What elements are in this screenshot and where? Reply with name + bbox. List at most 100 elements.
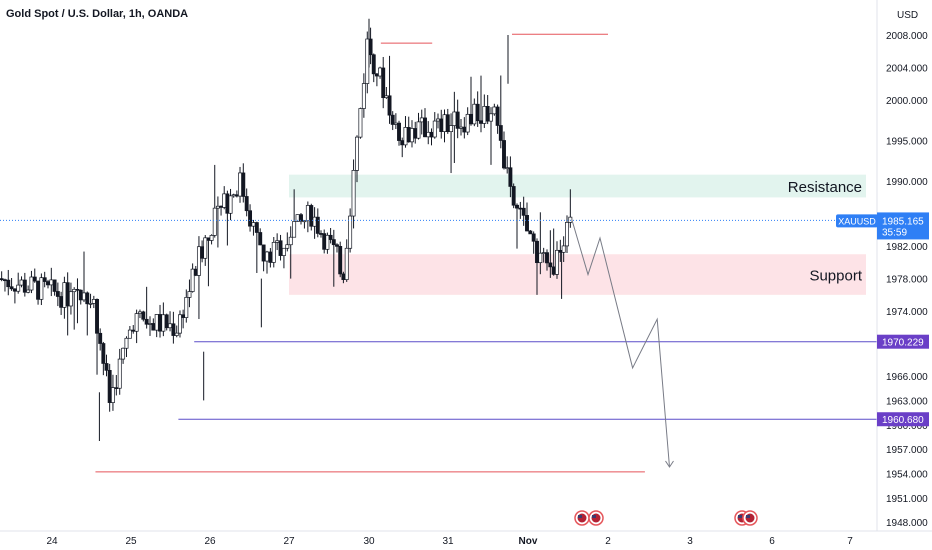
candle-body [52, 279, 57, 292]
candle-body [36, 280, 41, 300]
y-tick-label: 1954.000 [886, 469, 928, 480]
candle-body [222, 193, 227, 208]
candle-body [254, 222, 259, 233]
level-price-tag [877, 334, 929, 349]
candle-body [442, 114, 447, 132]
candle-body [498, 125, 503, 141]
candle-body [0, 278, 4, 281]
candle-body [65, 282, 70, 307]
candle-body [82, 292, 86, 301]
x-tick-label: 24 [46, 536, 58, 547]
candle-body [449, 125, 454, 133]
candle-body [265, 251, 269, 262]
candle-body [248, 210, 253, 227]
candle-body [288, 236, 293, 246]
candle-body [203, 237, 208, 259]
y-tick-label: 1974.000 [886, 307, 928, 318]
us-event-flag-icon[interactable] [574, 510, 590, 526]
x-ticks: 24 25 26 27 30 31 Nov 2 3 6 7 [46, 536, 853, 547]
candle-body [515, 204, 519, 209]
candle-body [124, 337, 129, 349]
candle-body [541, 252, 546, 254]
candle-body [361, 83, 366, 109]
candle-body [299, 214, 303, 222]
candle-body [181, 314, 186, 318]
chart-title: Gold Spot / U.S. Dollar, 1h, OANDA [6, 8, 188, 20]
y-tick-label: 1948.000 [886, 518, 928, 529]
last-price-value: 1985.165 [882, 216, 924, 227]
candle-body [390, 114, 395, 125]
candle-body [416, 121, 421, 139]
y-tick-label: 1960.000 [886, 421, 928, 432]
candle-body [12, 288, 17, 292]
candle-body [365, 38, 370, 84]
candle-body [209, 235, 214, 241]
time-axis[interactable]: 24 25 26 27 30 31 Nov 2 3 6 7 [0, 530, 932, 547]
candle-body [568, 216, 573, 223]
candle-body [525, 215, 529, 232]
candle-body [231, 194, 236, 197]
candle-body [200, 246, 205, 259]
x-tick-label: 6 [769, 536, 775, 547]
candle-body [479, 120, 483, 124]
candle-body [538, 252, 543, 264]
candle-body [561, 245, 566, 253]
candle-body [400, 140, 405, 146]
candle-body [49, 279, 54, 286]
levels-layer [95, 33, 877, 473]
candle-body [121, 347, 126, 360]
candle-body [445, 114, 450, 133]
projection-arrowhead-icon [665, 460, 674, 468]
x-tick-label: Nov [519, 536, 538, 547]
candle-body [381, 67, 386, 99]
candle-body [190, 268, 195, 292]
projection-path [571, 219, 670, 468]
y-tick-label: 2004.000 [886, 63, 928, 74]
candle-body [88, 303, 93, 305]
candle-body [46, 281, 50, 286]
x-tick-label: 7 [847, 536, 853, 547]
candle-body [351, 170, 356, 217]
candle-body [154, 314, 159, 331]
candle-body [134, 313, 139, 332]
candle-body [281, 247, 286, 256]
candle-body [482, 106, 487, 124]
us-event-flag-icon[interactable] [742, 510, 758, 526]
support-label: Support [809, 268, 862, 285]
candle-body [110, 387, 115, 403]
candle-body [278, 240, 283, 256]
candle-body [535, 240, 539, 264]
candle-body [29, 276, 34, 291]
candles-layer [0, 18, 573, 441]
candle-body [305, 205, 310, 222]
y-tick-label: 1982.000 [886, 242, 928, 253]
candle-body [355, 136, 359, 171]
candle-body [187, 291, 192, 298]
last-price-tag [877, 212, 929, 240]
level-price-value: 1960.680 [882, 415, 924, 426]
y-tick-label: 1995.000 [886, 137, 928, 148]
price-axis[interactable]: USD 2008.000 2004.000 2000.000 1995.000 1990… [876, 0, 932, 550]
candle-body [495, 106, 500, 126]
candle-body [161, 314, 166, 332]
candle-body [521, 207, 526, 216]
candle-body [322, 233, 327, 250]
candle-body [312, 216, 317, 227]
candle-body [85, 292, 90, 305]
candle-body [551, 266, 556, 275]
candle-body [151, 323, 156, 331]
candle-body [406, 127, 411, 143]
candle-body [285, 244, 290, 249]
candle-body [335, 244, 339, 247]
candle-body [158, 314, 162, 332]
candle-body [384, 95, 389, 99]
candle-body [117, 358, 122, 389]
candle-body [338, 245, 343, 275]
x-tick-label: 2 [605, 536, 611, 547]
candle-body [138, 311, 142, 314]
support-zone [289, 254, 866, 295]
us-event-flag-icon[interactable] [588, 510, 604, 526]
candle-body [548, 262, 553, 268]
